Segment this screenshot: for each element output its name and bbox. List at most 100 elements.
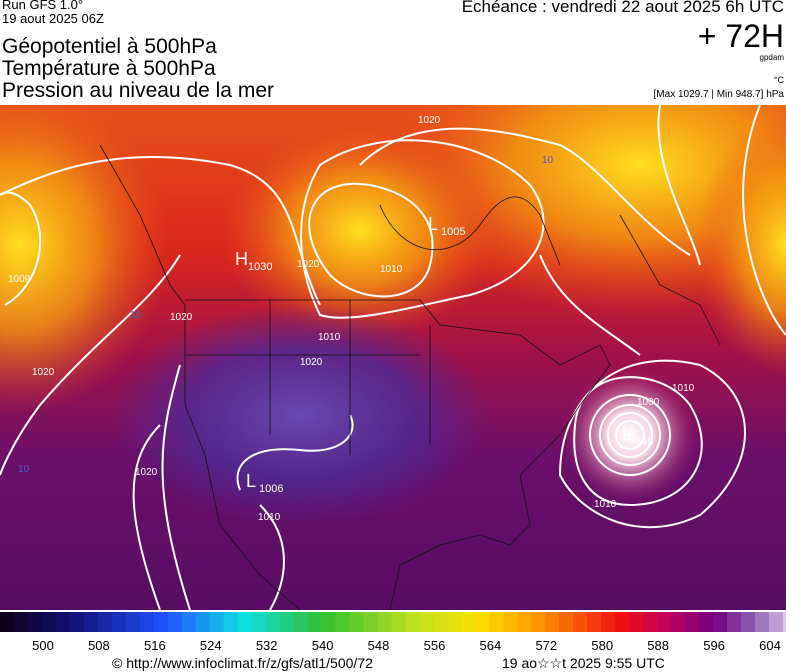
colorbar-tick: 548 (368, 638, 390, 653)
color-swatch (433, 612, 448, 632)
color-swatch (69, 612, 85, 632)
center-symbol: L (622, 424, 632, 444)
contour-label: 1010 (318, 332, 341, 343)
color-swatch (321, 612, 337, 632)
center-value: 1006 (259, 483, 283, 495)
contour-label: 10 (130, 310, 142, 321)
colorbar-tick: 588 (647, 638, 669, 653)
warm-area (696, 115, 786, 375)
color-swatch (531, 612, 546, 632)
color-swatch (293, 612, 309, 632)
center-symbol: L (428, 214, 438, 234)
contour-label: 1010 (258, 512, 281, 523)
color-swatch (307, 612, 323, 632)
contour-label: 1020 (135, 467, 158, 478)
color-swatch (615, 612, 630, 632)
colorbar-tick: 596 (703, 638, 725, 653)
color-swatch (55, 612, 71, 632)
color-swatch (587, 612, 602, 632)
contour-label: 1020 (418, 115, 441, 126)
color-swatch (111, 612, 127, 632)
forecast: Echéance : vendredi 22 aout 2025 6h UTC (461, 0, 784, 16)
colorbar-tick: 532 (256, 638, 278, 653)
colorbar-tick: 500 (32, 638, 54, 653)
center-symbol: H (235, 249, 248, 269)
unit: gpdam (759, 53, 784, 62)
color-swatch (181, 612, 197, 632)
low-core (560, 365, 700, 505)
center-value: 1005 (441, 226, 465, 238)
contour-label: 1020 (297, 259, 320, 270)
contour-label: 1010 (380, 264, 403, 275)
color-swatch (209, 612, 225, 632)
color-swatch (782, 612, 786, 632)
color-swatch (727, 612, 742, 632)
color-swatch (503, 612, 518, 632)
colorbar-tick: 604 (759, 638, 781, 653)
contour-label: 1020 (300, 357, 323, 368)
color-swatch (223, 612, 239, 632)
color-swatch (153, 612, 169, 632)
colorbar-tick: 564 (480, 638, 502, 653)
colorbar-tick: 572 (535, 638, 557, 653)
color-swatch (461, 612, 476, 632)
color-swatch (685, 612, 700, 632)
color-swatch (167, 612, 183, 632)
isobars (0, 105, 786, 610)
color-swatch (643, 612, 658, 632)
color-swatch (657, 612, 672, 632)
color-swatch (237, 612, 253, 632)
color-swatch (195, 612, 211, 632)
cold-area (110, 305, 490, 525)
color-swatch (545, 612, 560, 632)
color-swatch (475, 612, 490, 632)
coastlines (99, 144, 721, 610)
color-swatch (573, 612, 588, 632)
center-value: 949 (635, 436, 653, 448)
contour-label: 10 (18, 464, 30, 475)
color-swatch (671, 612, 686, 632)
color-swatch (391, 612, 406, 632)
color-swatch (349, 612, 364, 632)
colorbar-tick: 516 (144, 638, 166, 653)
source: © http://www.infoclimat.fr/z/gfs/atl1/50… (112, 655, 373, 671)
color-swatch (265, 612, 281, 632)
contour-label: 1020 (32, 367, 55, 378)
colorbar-tick: 556 (424, 638, 446, 653)
warm-area (220, 120, 500, 340)
pressure-range: [Max 1029.7 | Min 948.7] hPa (653, 89, 784, 100)
title-1: Géopotentiel à 500hPa (2, 35, 217, 58)
color-swatch (699, 612, 714, 632)
contour-label: 10 (542, 155, 554, 166)
center-symbol: L (246, 471, 256, 491)
color-swatch (97, 612, 113, 632)
center-value: 1030 (248, 261, 272, 273)
color-swatch (335, 612, 351, 632)
color-swatch (0, 612, 15, 632)
color-swatch (377, 612, 392, 632)
colorbar-tick: 580 (591, 638, 613, 653)
color-swatch (363, 612, 378, 632)
color-swatch (754, 612, 770, 632)
color-swatch (559, 612, 574, 632)
color-swatch (41, 612, 57, 632)
color-swatch (83, 612, 99, 632)
color-swatch (13, 612, 29, 632)
contour-label: 1010 (672, 383, 695, 394)
color-swatch (419, 612, 434, 632)
colorbar-tick: 508 (88, 638, 110, 653)
color-swatch (125, 612, 141, 632)
lead-time: + 72H (697, 18, 784, 54)
contour-label: 1020 (170, 312, 193, 323)
color-swatch (139, 612, 155, 632)
color-swatch (601, 612, 616, 632)
contour-label: 1010 (594, 499, 617, 510)
run-label: Run GFS 1.0° (2, 0, 84, 12)
color-swatch (447, 612, 462, 632)
color-swatch (27, 612, 43, 632)
colorbar: 500 508 516 524 532 540 548 556 564 572 580 588 596 6… (0, 612, 786, 653)
color-swatch (629, 612, 644, 632)
color-swatch (517, 612, 532, 632)
contour-label: 1000 (637, 397, 660, 408)
